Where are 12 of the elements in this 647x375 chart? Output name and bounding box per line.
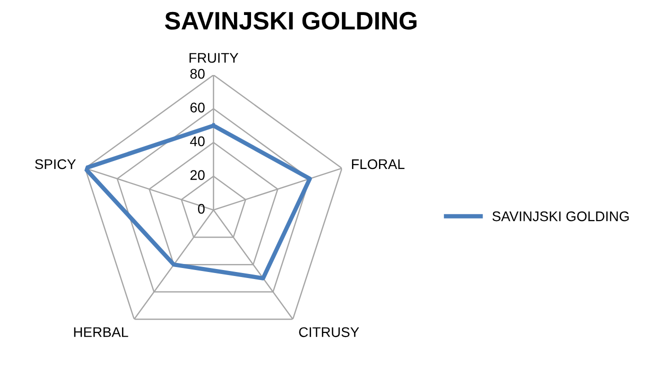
spoke-label: CITRUSY: [299, 327, 360, 338]
spoke-label: FLORAL: [352, 159, 404, 170]
y-tick-label: 0: [198, 204, 205, 214]
y-tick-label: 40: [190, 136, 205, 146]
spoke-label: HERBAL: [74, 327, 128, 337]
chart-title: SAVINJSKI GOLDING: [164, 12, 416, 30]
legend-label: SAVINJSKI GOLDING: [492, 211, 629, 222]
y-tick-label: 20: [190, 170, 205, 180]
y-tick-label: 80: [190, 68, 205, 79]
spoke-label: FRUITY: [190, 53, 238, 63]
y-tick-label: 60: [190, 102, 205, 112]
spoke-label: SPICY: [35, 159, 76, 170]
